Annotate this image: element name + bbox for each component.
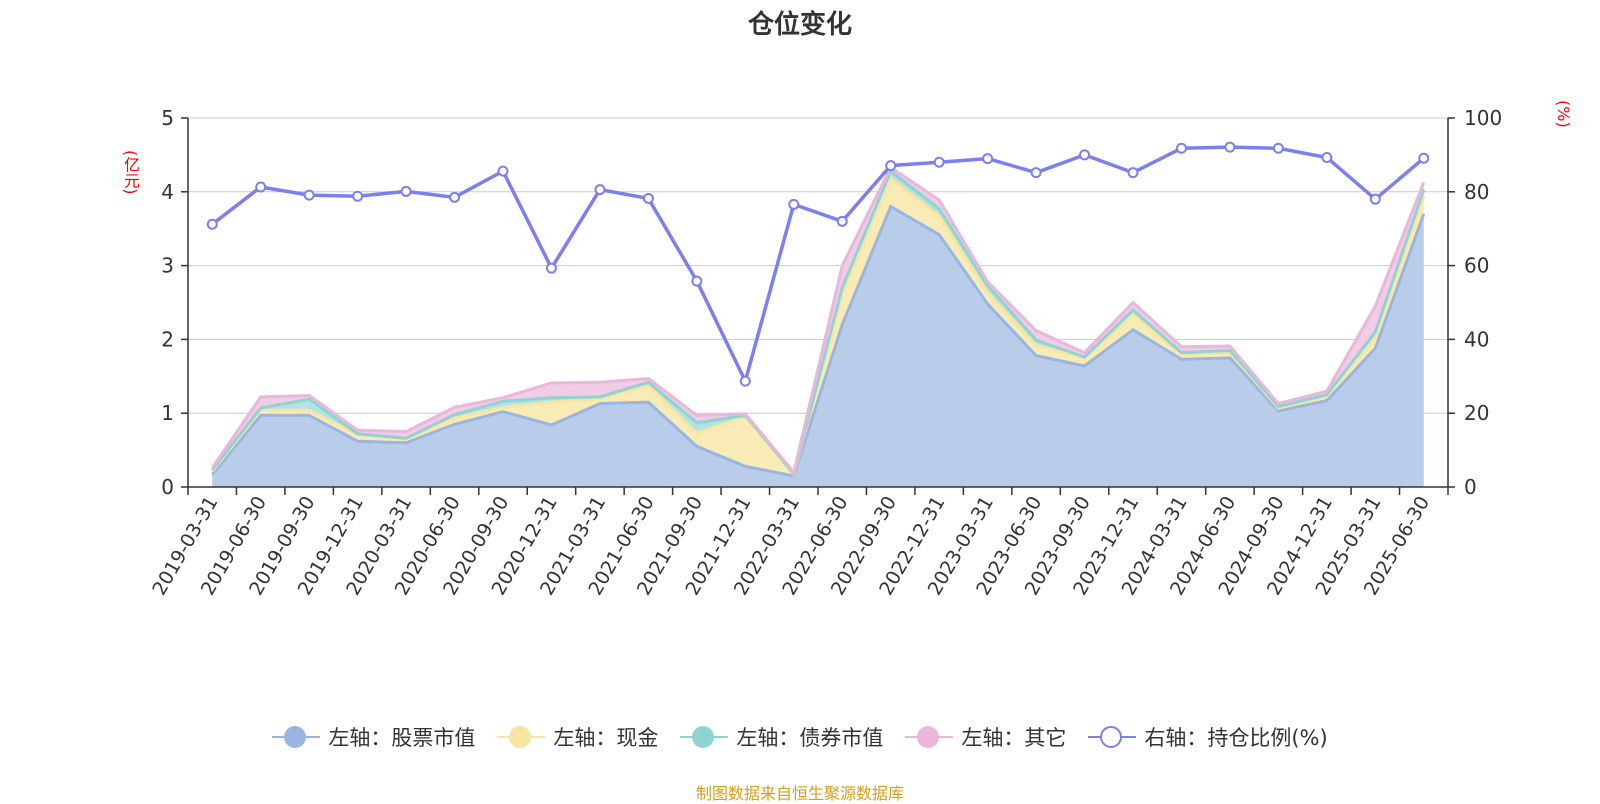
right-tick-label: 20 [1464,401,1489,425]
area-line-1 [211,204,1426,478]
right-tick-label: 40 [1464,327,1489,351]
source-note: 制图数据来自恒生聚源数据库 [695,784,904,803]
legend-marker-icon [272,725,321,749]
ratio-point [303,189,315,201]
area-series-4 [212,167,1424,474]
ratio-point [1079,149,1091,161]
ratio-point [255,181,267,193]
ratio-point [449,191,461,203]
left-tick-label: 4 [161,180,174,204]
left-axis-unit: (亿元) [121,150,140,195]
right-axis-unit: (%) [1554,100,1573,128]
left-tick-label: 2 [161,327,174,351]
ratio-point [1224,141,1236,153]
ratio-point [788,198,800,210]
legend-item[interactable]: 左轴：现金 [497,722,658,752]
ratio-point [594,184,606,196]
legend-marker-icon [905,725,954,749]
ratio-point [1321,151,1333,163]
right-tick-label: 80 [1464,180,1489,204]
legend-label: 左轴：债券市值 [736,726,884,750]
ratio-point [885,160,897,172]
ratio-point [400,185,412,197]
ratio-point [642,192,654,204]
area-series-1 [212,206,1424,487]
right-tick-label: 60 [1464,254,1489,278]
ratio-point [933,156,945,168]
left-tick-label: 1 [161,401,174,425]
legend-label: 右轴：持仓比例(%) [1144,726,1328,750]
chart-title: 仓位变化 [747,10,852,40]
area-line-3 [211,168,1426,477]
ratio-line [211,145,1425,387]
legend-label: 左轴：其它 [961,726,1067,750]
right-tick-label: 0 [1464,475,1477,499]
ratio-point [1127,167,1139,179]
ratio-point [1418,152,1430,164]
ratio-point [1175,142,1187,154]
legend-item[interactable]: 左轴：其它 [905,722,1066,752]
left-tick-label: 3 [161,254,174,278]
ratio-point [739,375,751,387]
legend-item[interactable]: 左轴：股票市值 [272,722,475,752]
legend-marker-icon [1088,725,1137,749]
area-line-4 [210,165,1426,476]
legend-marker-icon [680,725,729,749]
ratio-point [1030,167,1042,179]
legend-item[interactable]: 左轴：债券市值 [680,722,883,752]
legend-item[interactable]: 右轴：持仓比例(%) [1088,722,1328,752]
ratio-point [206,218,218,230]
ratio-point [352,190,364,202]
ratio-point [982,153,994,165]
legend-marker-icon [497,725,546,749]
legend-label: 左轴：现金 [553,726,659,750]
ratio-point [1272,142,1284,154]
ratio-point [545,262,557,274]
right-tick-label: 100 [1464,106,1502,130]
legend-label: 左轴：股票市值 [328,726,476,750]
ratio-point [836,215,848,227]
legend: 左轴：股票市值 左轴：现金 左轴：债券市值 左轴：其它 右轴：持仓比例(%) [0,722,1600,752]
left-tick-label: 0 [161,475,174,499]
ratio-point [1369,193,1381,205]
ratio-point [691,275,703,287]
left-tick-label: 5 [161,106,174,130]
ratio-point [497,165,509,177]
